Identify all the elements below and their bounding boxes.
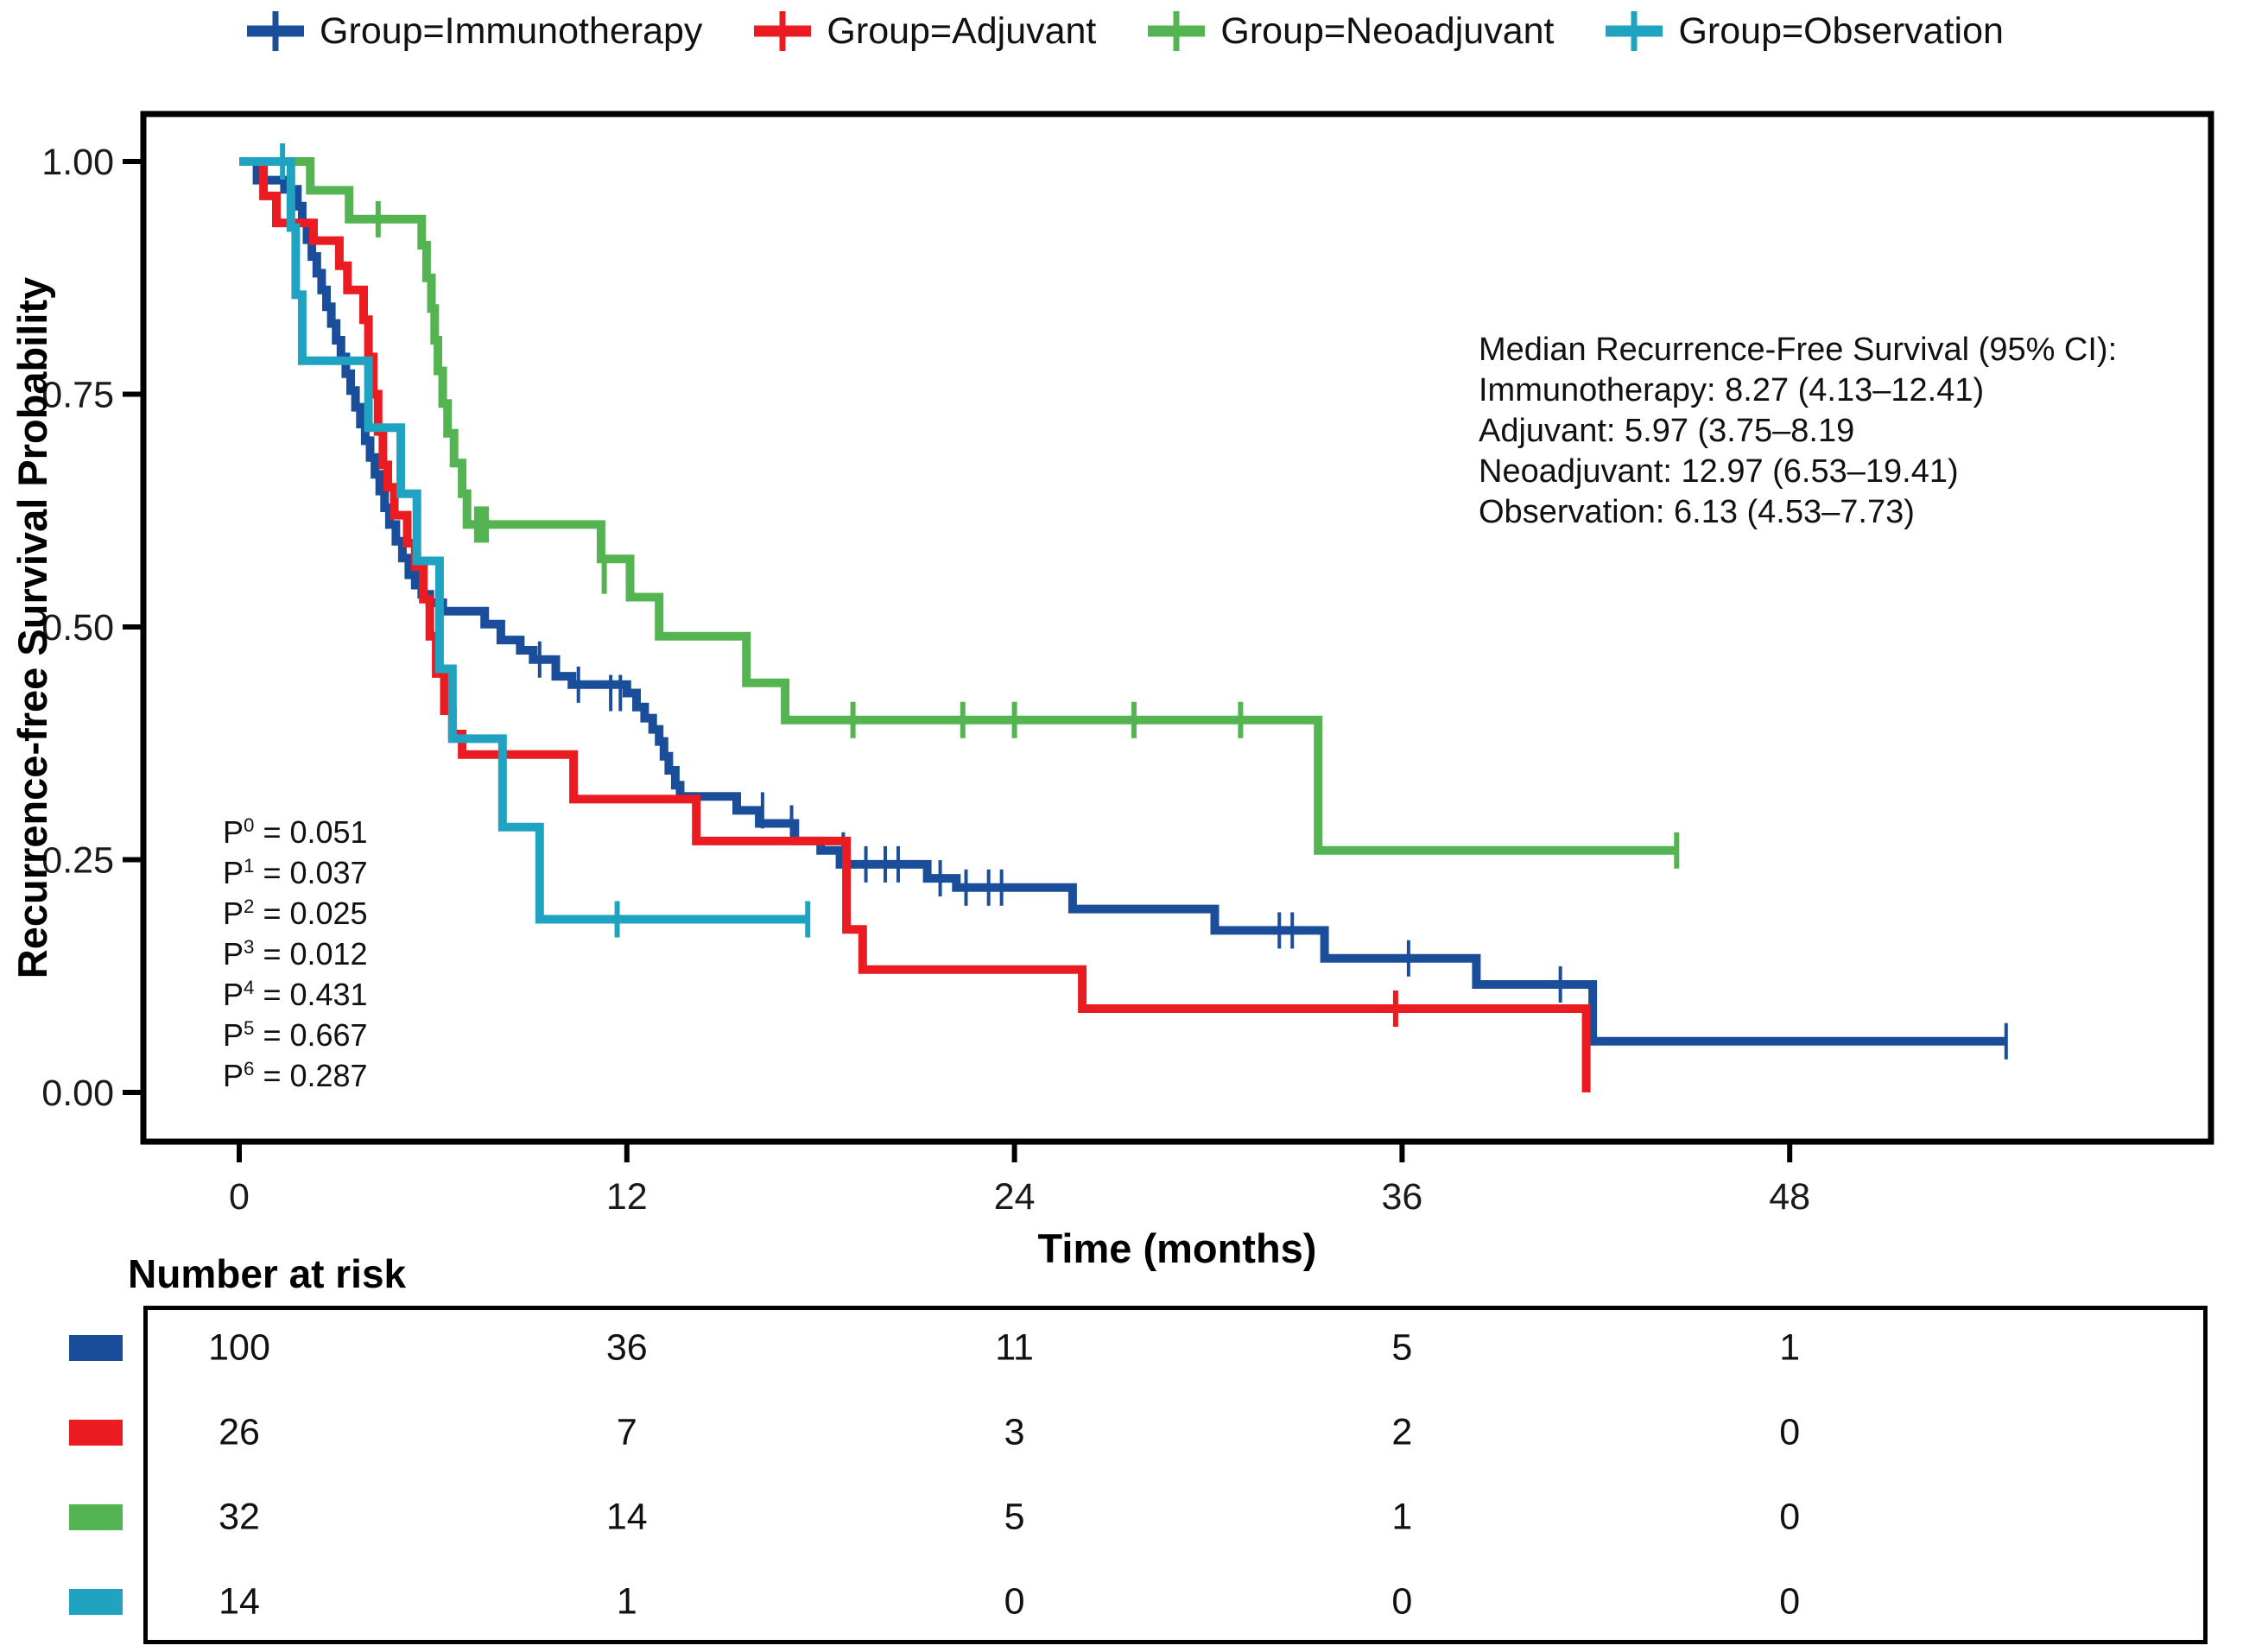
legend-plus-marker-icon (754, 11, 812, 51)
legend-plus-marker-icon (247, 11, 305, 51)
survival-curves (239, 143, 2008, 1092)
y-tick-label: 0.75 (41, 375, 114, 416)
risk-count: 0 (1004, 1580, 1025, 1623)
y-axis-title: Recurrence-free Survival Probability (10, 277, 55, 978)
annotation-line: Immunotherapy: 8.27 (4.13–12.41) (1479, 372, 1985, 408)
risk-count: 14 (219, 1580, 260, 1623)
x-axis-title: Time (months) (1038, 1225, 1317, 1271)
survival-curve-observation (239, 157, 808, 924)
legend: Group=Immunotherapy Group=Adjuvant Group=N… (0, 7, 2249, 55)
pvalues-block: P0 = 0.051 P1 = 0.037 P2 = 0.025 P3 = 0.012… (223, 812, 368, 1096)
pvalue-line: P3 = 0.012 (223, 936, 368, 972)
survival-curve-immunotherapy (239, 157, 2006, 1046)
x-tick-label: 24 (994, 1176, 1036, 1218)
pvalue-line: P5 = 0.667 (223, 1017, 368, 1053)
annotation-line: Adjuvant: 5.97 (3.75–8.19 (1479, 413, 1855, 449)
y-tick-label: 1.00 (41, 142, 114, 183)
legend-plus-marker-icon (1606, 11, 1663, 51)
pvalue-line: P1 = 0.037 (223, 855, 368, 890)
risk-count: 3 (1004, 1411, 1025, 1453)
x-tick-label: 48 (1769, 1176, 1810, 1218)
annotation-line: Neoadjuvant: 12.97 (6.53–19.41) (1479, 453, 1959, 490)
legend-item-observation: Group=Observation (1604, 7, 2004, 55)
y-tick-label: 0.25 (41, 840, 114, 882)
legend-label: Group=Neoadjuvant (1220, 9, 1555, 52)
pvalue-line: P0 = 0.051 (223, 814, 368, 850)
risk-swatch-immunotherapy (69, 1335, 123, 1361)
risk-count: 0 (1779, 1580, 1801, 1623)
risk-count: 0 (1391, 1580, 1413, 1623)
x-tick-label: 36 (1381, 1176, 1422, 1218)
legend-label: Group=Adjuvant (827, 9, 1097, 52)
x-axis: 0 12 24 36 48 (229, 1142, 1810, 1218)
annotation-line: Observation: 6.13 (4.53–7.73) (1479, 494, 1915, 530)
legend-item-neoadjuvant: Group=Neoadjuvant (1146, 7, 1554, 55)
median-survival-annotation: Median Recurrence-Free Survival (95% CI)… (1479, 330, 2117, 533)
risk-count: 7 (616, 1411, 637, 1453)
risk-count: 26 (219, 1411, 260, 1453)
risk-table-title: Number at risk (128, 1251, 407, 1296)
pvalue-line: P6 = 0.287 (223, 1058, 368, 1093)
risk-table-box (143, 1306, 2208, 1644)
x-tick-label: 0 (229, 1176, 250, 1218)
legend-plus-marker-icon (1148, 11, 1206, 51)
risk-swatch-neoadjuvant (69, 1504, 123, 1530)
risk-count: 2 (1391, 1411, 1413, 1453)
x-tick-label: 12 (606, 1176, 648, 1218)
risk-count: 1 (1391, 1496, 1413, 1538)
risk-count: 1 (1779, 1326, 1801, 1369)
y-tick-label: 0.00 (41, 1073, 114, 1114)
risk-swatch-observation (69, 1589, 123, 1615)
legend-item-adjuvant: Group=Adjuvant (752, 7, 1096, 55)
risk-count: 36 (605, 1326, 648, 1369)
risk-count: 1 (616, 1580, 637, 1623)
annotation-line: Median Recurrence-Free Survival (95% CI)… (1479, 332, 2118, 368)
risk-count: 100 (208, 1326, 270, 1369)
risk-count: 14 (605, 1496, 648, 1538)
risk-count: 11 (995, 1326, 1034, 1369)
plot-panel-border (140, 111, 2214, 1145)
y-axis: 1.00 0.75 0.50 0.25 0.00 (41, 142, 143, 1114)
risk-count: 5 (1391, 1326, 1413, 1369)
survival-curve-adjuvant (239, 157, 1591, 1092)
survival-curve-neoadjuvant (239, 157, 1677, 855)
risk-count: 0 (1779, 1411, 1801, 1453)
risk-count: 5 (1004, 1496, 1025, 1538)
risk-count: 32 (219, 1496, 260, 1538)
legend-item-immunotherapy: Group=Immunotherapy (245, 7, 702, 55)
pvalue-line: P2 = 0.025 (223, 896, 368, 931)
y-tick-label: 0.50 (41, 607, 114, 649)
legend-label: Group=Observation (1678, 9, 2004, 52)
risk-count: 0 (1779, 1496, 1801, 1538)
risk-swatch-adjuvant (69, 1420, 123, 1446)
pvalue-line: P4 = 0.431 (223, 977, 368, 1012)
legend-label: Group=Immunotherapy (320, 9, 703, 52)
